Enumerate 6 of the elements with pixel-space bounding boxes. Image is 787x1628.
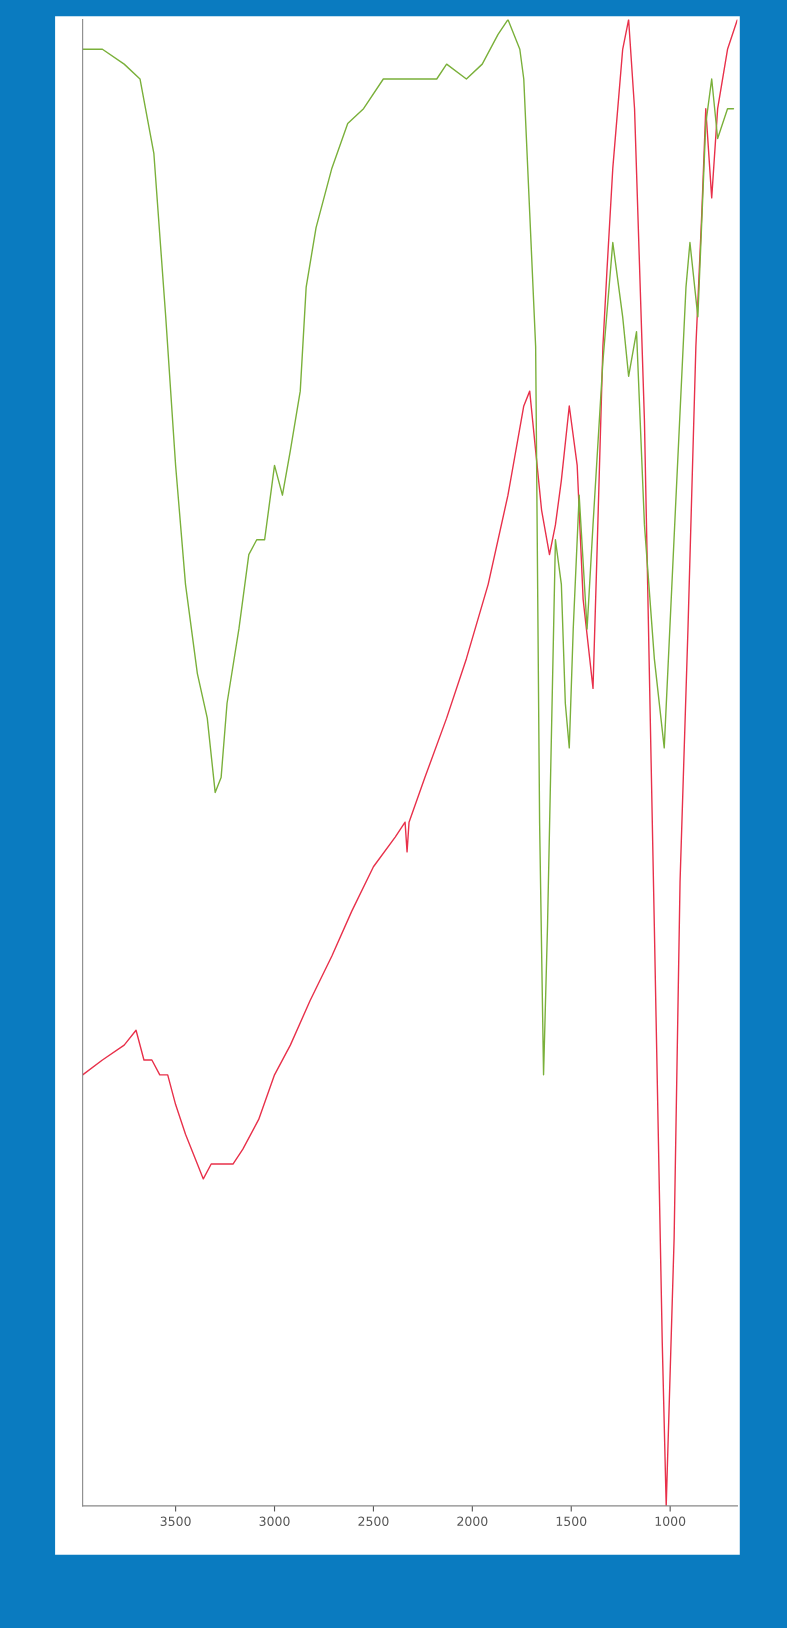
x-tick-label: 1000	[655, 1516, 686, 1526]
x-tick-label: 3500	[160, 1516, 191, 1526]
x-tick-label: 3000	[259, 1516, 290, 1526]
x-tick-label: 1500	[556, 1516, 587, 1526]
x-tick-label: 2000	[457, 1516, 488, 1526]
x-tick-label: 2500	[358, 1516, 389, 1526]
